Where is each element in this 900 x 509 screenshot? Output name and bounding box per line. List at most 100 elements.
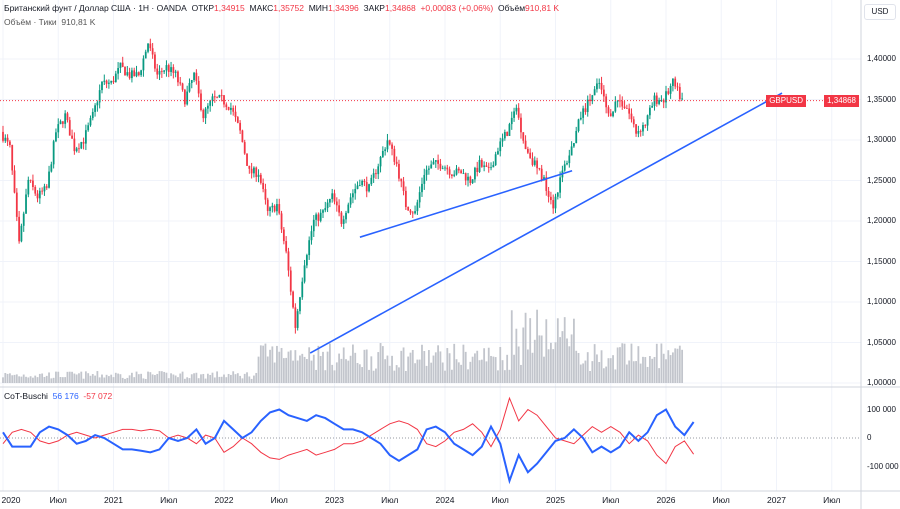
candle-body: [455, 168, 458, 175]
candle-body: [621, 101, 624, 107]
candle-body: [538, 168, 541, 169]
candle-body: [29, 179, 32, 181]
candle-body: [213, 96, 216, 98]
volume-bar: [490, 355, 492, 383]
candle-body: [45, 186, 48, 188]
candle-body: [82, 142, 85, 144]
volume-bar: [18, 376, 21, 383]
candle-body: [241, 130, 244, 143]
candle-body: [678, 87, 681, 100]
volume-bar: [248, 376, 251, 383]
candle-body: [68, 120, 71, 136]
volume-bar: [499, 346, 502, 383]
candle-body: [651, 105, 654, 108]
candle-body: [126, 72, 129, 76]
candle-body: [545, 177, 548, 191]
candle-body: [655, 95, 658, 104]
volume-bar: [257, 356, 260, 383]
candle-body: [179, 82, 182, 84]
volume-line-value: 910,81 K: [61, 17, 96, 27]
candle-body: [549, 196, 552, 201]
candle-body: [13, 170, 16, 193]
volume-bar: [255, 372, 258, 383]
candle-body: [264, 189, 267, 200]
candle-body: [589, 99, 591, 102]
volume-bar: [460, 364, 463, 383]
volume-bar: [635, 361, 637, 383]
candle-body: [400, 178, 403, 182]
candle-body: [255, 167, 258, 177]
candle-body: [165, 65, 168, 71]
time-tick-label: Июл: [160, 495, 178, 505]
candle-body: [276, 204, 278, 212]
volume-bar: [439, 351, 442, 383]
volume-bar: [324, 370, 327, 383]
volume-bar: [36, 377, 39, 383]
indicator-tick-label: 100 000: [867, 404, 896, 414]
time-tick-label: Июл: [823, 495, 841, 505]
volume-bar: [174, 375, 177, 383]
volume-bar: [662, 353, 665, 383]
volume-bar: [423, 351, 426, 383]
volume-bar: [289, 350, 292, 383]
candle-body: [480, 160, 483, 167]
candle-body: [71, 135, 73, 139]
volume-bar: [630, 343, 633, 383]
volume-bar: [317, 345, 320, 383]
candle-body: [478, 160, 481, 172]
open-value: 1,34915: [214, 3, 245, 13]
candle-body: [524, 140, 527, 149]
time-tick-label: 2022: [214, 495, 234, 505]
time-tick-label: Июл: [381, 495, 399, 505]
legend-main: Британский фунт / Доллар США · 1Н · OAND…: [4, 3, 559, 13]
candle-body: [483, 165, 486, 167]
volume-bar: [154, 375, 156, 383]
candle-body: [665, 91, 667, 103]
volume-bar: [335, 362, 338, 383]
candle-body: [342, 219, 345, 224]
candle-body: [393, 148, 396, 162]
candle-body: [308, 240, 311, 256]
currency-button[interactable]: USD: [864, 4, 896, 20]
volume-bar: [253, 375, 255, 383]
candle-body: [301, 281, 304, 298]
volume-bar: [94, 375, 96, 383]
volume-bar: [299, 355, 301, 383]
volume-bar: [61, 377, 64, 383]
candle-body: [630, 113, 633, 120]
candle-body: [577, 119, 580, 131]
candle-body: [259, 174, 262, 183]
volume-bar: [78, 373, 80, 383]
volume-bar: [455, 359, 458, 383]
volume-bar: [584, 360, 587, 383]
volume-bar: [363, 349, 366, 383]
candle-body: [575, 130, 578, 144]
candle-body: [310, 231, 313, 241]
volume-bar: [398, 367, 400, 383]
candle-body: [596, 83, 598, 90]
candle-body: [128, 72, 131, 79]
volume-bar: [22, 374, 25, 383]
candle-body: [89, 118, 92, 126]
indicator-legend[interactable]: CoT-Buschi 56 176 -57 072: [4, 391, 112, 401]
candle-body: [503, 132, 506, 139]
candle-body: [220, 95, 223, 96]
volume-bar: [462, 344, 465, 383]
volume-bar: [623, 343, 626, 383]
candle-body: [119, 62, 122, 69]
candle-body: [170, 67, 172, 72]
price-tick-label: 1,40000: [867, 54, 896, 63]
volume-value: 910,81 K: [525, 3, 560, 13]
candle-body: [149, 43, 152, 49]
volume-bar: [220, 376, 223, 383]
volume-bar: [142, 378, 145, 383]
volume-bar: [170, 373, 172, 383]
volume-bar: [9, 373, 11, 383]
time-tick-label: Июл: [270, 495, 288, 505]
volume-bar: [322, 351, 324, 383]
candle-body: [107, 82, 110, 84]
volume-bar: [381, 346, 384, 383]
volume-bar: [388, 365, 391, 383]
candle-body: [234, 111, 237, 118]
